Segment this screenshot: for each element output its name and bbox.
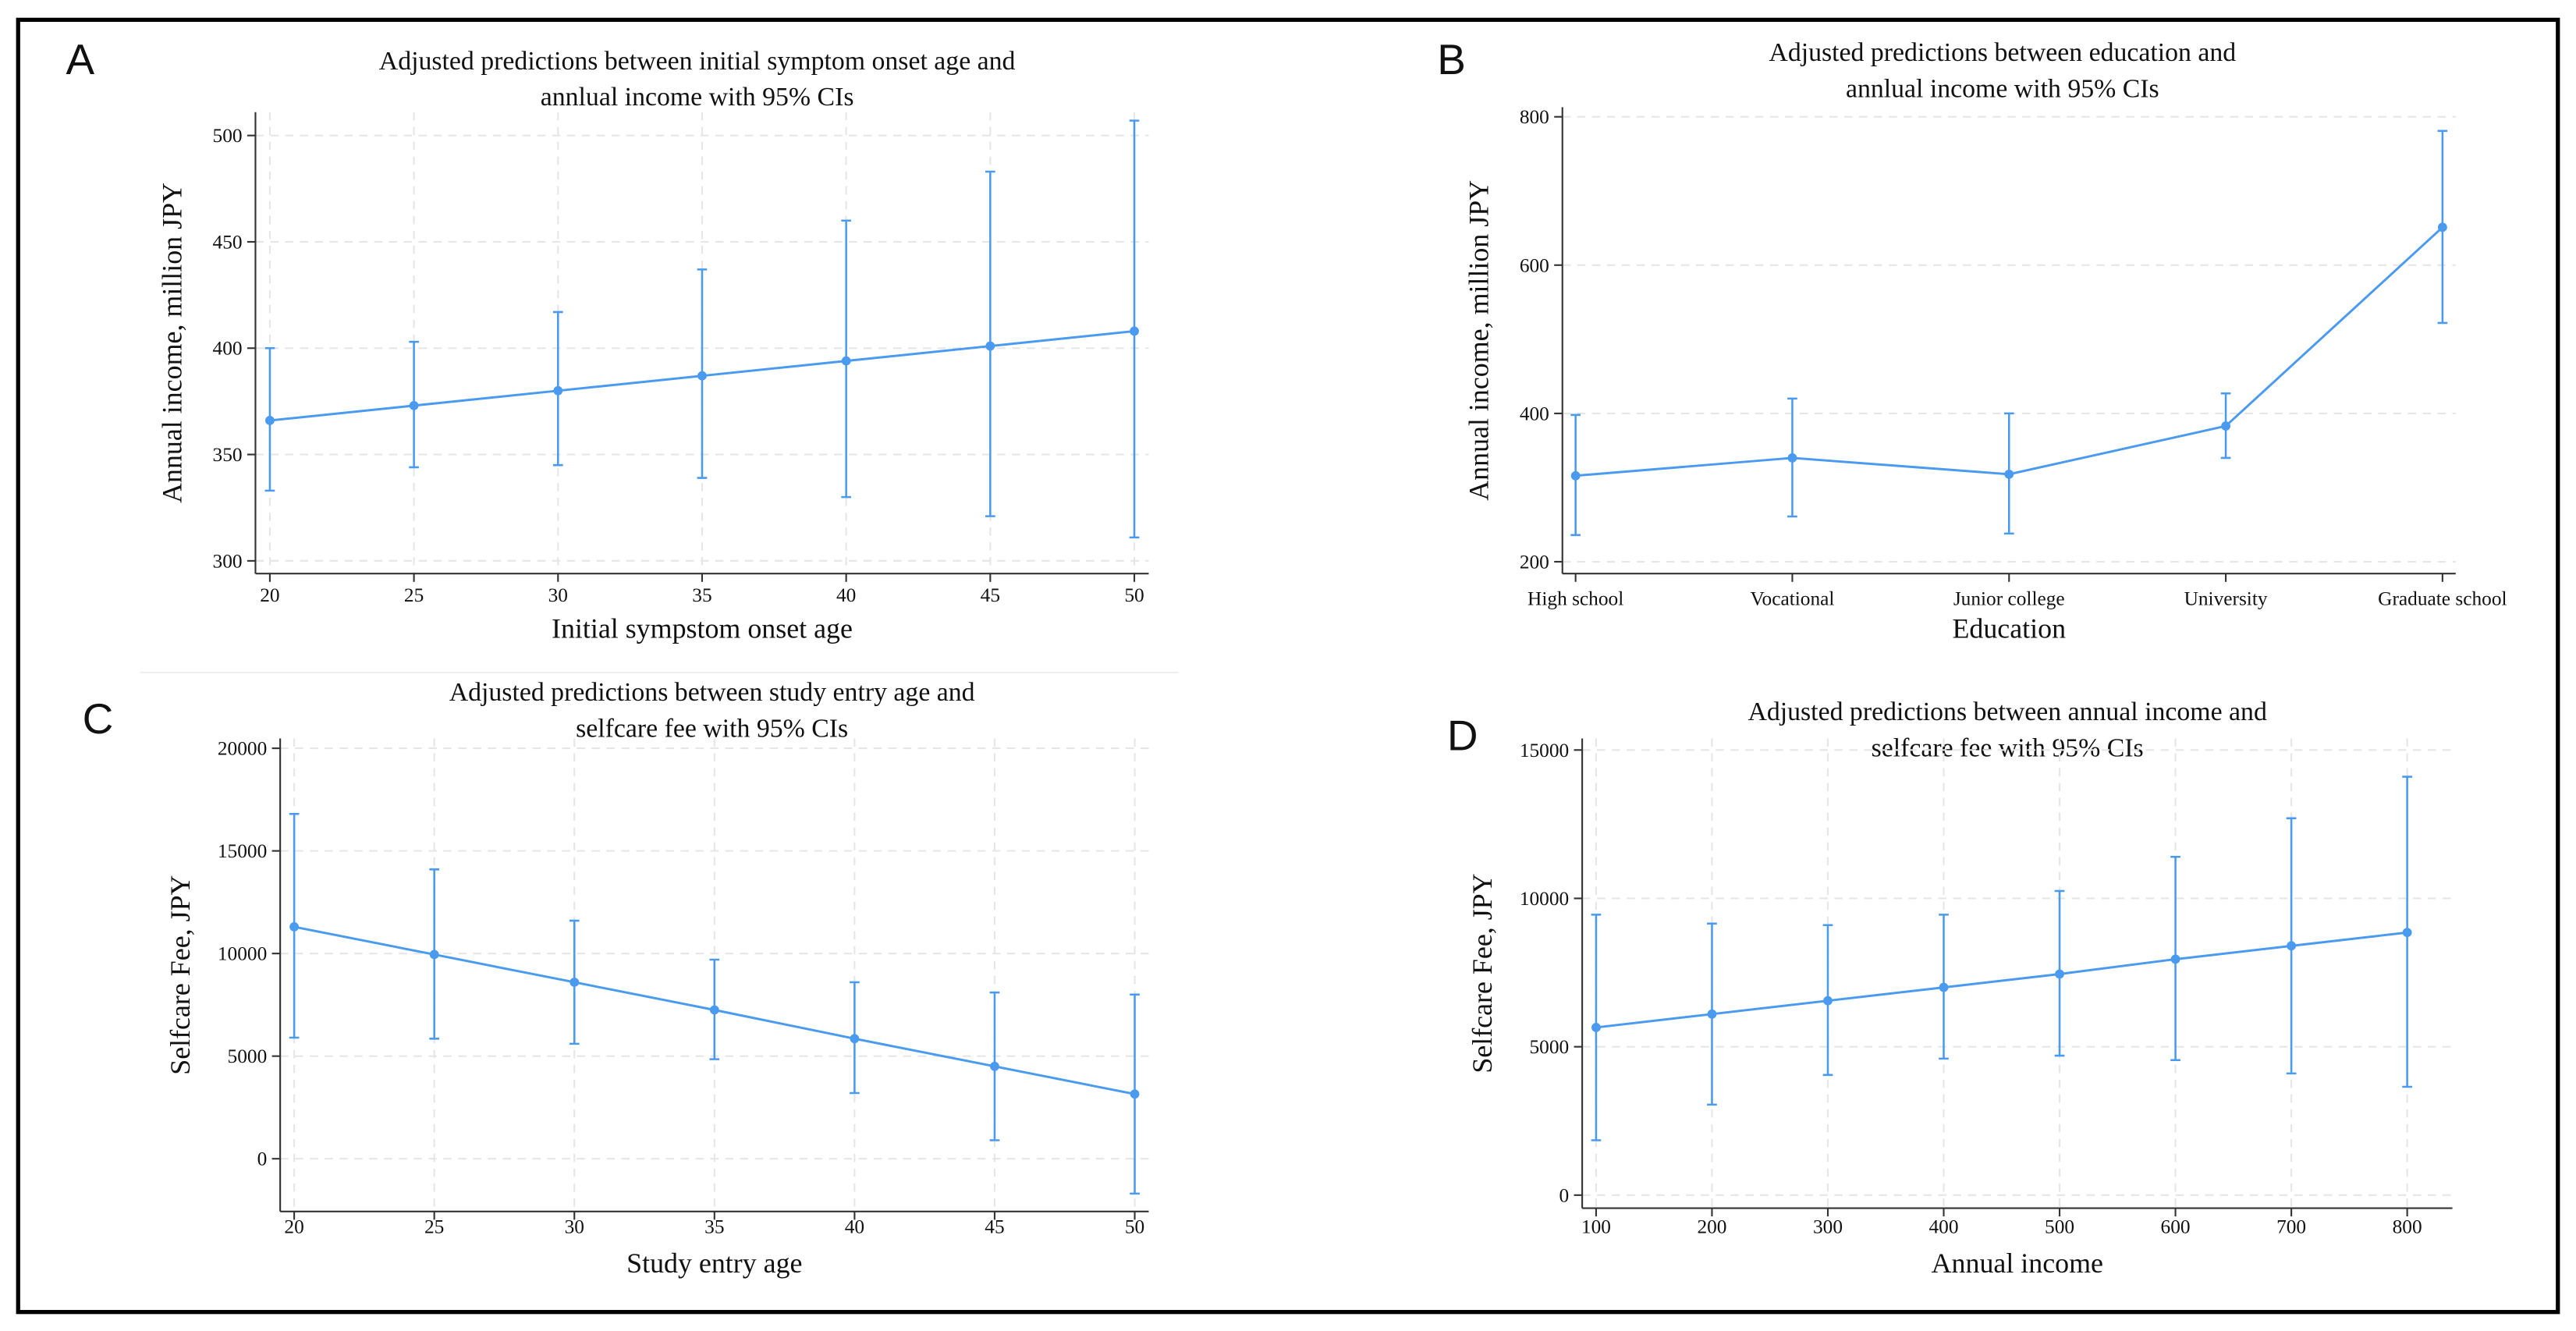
x-tick-label: 50 (1125, 1216, 1144, 1237)
point (2170, 954, 2180, 964)
x-tick-label: 20 (284, 1216, 303, 1237)
x-tick-label: 700 (2276, 1216, 2306, 1237)
point (2221, 421, 2230, 431)
x-tick-label: 200 (1697, 1216, 1726, 1237)
x-tick-label: 25 (424, 1216, 444, 1237)
point (1939, 982, 1949, 992)
point (1707, 1009, 1717, 1019)
point (1570, 470, 1581, 481)
chart-title: Adjusted predictions between initial sym… (379, 47, 1016, 76)
x-tick-label: Junior college (1953, 587, 2065, 609)
y-axis-label: Selfcare Fee, JPY (165, 875, 196, 1074)
x-tick-label: 35 (692, 584, 711, 606)
x-tick-label: 25 (404, 584, 424, 606)
y-tick-label: 15000 (1520, 740, 1569, 761)
x-tick-label: 35 (704, 1216, 724, 1237)
x-tick-label: 300 (1813, 1216, 1843, 1237)
y-tick-label: 600 (1520, 254, 1549, 276)
x-tick-label: 50 (1124, 584, 1144, 606)
panel-label: B (1437, 35, 1466, 83)
y-tick-label: 800 (1520, 106, 1549, 128)
y-tick-label: 400 (1520, 403, 1549, 424)
chart-title: Adjusted predictions between education a… (1769, 38, 2236, 67)
point (553, 385, 563, 396)
x-tick-label: Graduate school (2378, 587, 2507, 609)
chart-title: selfcare fee with 95% CIs (576, 714, 848, 743)
y-tick-label: 5000 (228, 1045, 268, 1067)
y-axis-label: Selfcare Fee, JPY (1467, 873, 1498, 1073)
point (850, 1034, 860, 1044)
x-tick-label: Vocational (1750, 587, 1834, 609)
point (2004, 469, 2014, 479)
y-tick-label: 0 (257, 1148, 268, 1170)
x-tick-label: 40 (845, 1216, 864, 1237)
x-axis-label: Education (1952, 613, 2066, 644)
outer-border (16, 17, 2560, 1315)
x-tick-label: 400 (1929, 1216, 1959, 1237)
x-tick-label: 40 (836, 584, 856, 606)
y-tick-label: 350 (213, 444, 243, 466)
y-tick-label: 5000 (1530, 1036, 1570, 1058)
y-tick-label: 0 (1559, 1184, 1570, 1206)
y-tick-label: 300 (213, 550, 243, 572)
panel-label: D (1447, 711, 1478, 759)
chart-title: annlual income with 95% CIs (1846, 75, 2159, 104)
y-tick-label: 20000 (218, 738, 267, 760)
point (985, 341, 995, 351)
x-tick-label: 500 (2045, 1216, 2074, 1237)
y-tick-label: 15000 (218, 840, 267, 862)
y-tick-label: 500 (213, 125, 243, 147)
chart-title: annlual income with 95% CIs (541, 83, 854, 112)
point (1130, 326, 1139, 336)
x-tick-label: High school (1528, 587, 1623, 609)
y-tick-label: 400 (213, 338, 243, 360)
chart-title: Adjusted predictions between study entry… (449, 678, 975, 707)
point (2402, 928, 2412, 938)
x-axis-label: Initial sympstom onset age (552, 613, 853, 644)
point (1591, 1023, 1601, 1032)
point (409, 400, 419, 410)
x-tick-label: 45 (981, 584, 1000, 606)
panel-label: C (83, 694, 114, 743)
chart-title: Adjusted predictions between annual inco… (1747, 697, 2267, 726)
x-tick-label: 30 (548, 584, 568, 606)
point (569, 978, 580, 987)
point (2437, 222, 2447, 232)
y-tick-label: 10000 (218, 943, 267, 965)
x-tick-label: 20 (260, 584, 279, 606)
y-axis-label: Annual income, million JPY (1464, 180, 1495, 501)
x-tick-label: 45 (985, 1216, 1004, 1237)
panel-label: A (66, 35, 95, 83)
x-tick-label: University (2184, 587, 2268, 609)
point (990, 1061, 999, 1071)
x-tick-label: 600 (2161, 1216, 2191, 1237)
point (709, 1005, 719, 1015)
x-axis-label: Annual income (1932, 1248, 2103, 1279)
y-tick-label: 200 (1520, 551, 1549, 573)
y-tick-label: 10000 (1520, 888, 1569, 910)
point (2287, 941, 2297, 951)
point (841, 356, 851, 366)
y-axis-label: Annual income, million JPY (156, 183, 187, 503)
chart-title: selfcare fee with 95% CIs (1872, 734, 2144, 763)
point (429, 949, 439, 960)
line (1595, 931, 2407, 1029)
x-tick-label: 800 (2393, 1216, 2422, 1237)
y-tick-label: 450 (213, 231, 243, 253)
point (265, 416, 275, 425)
x-tick-label: 30 (565, 1216, 584, 1237)
point (2055, 969, 2064, 979)
x-tick-label: 100 (1581, 1216, 1611, 1237)
point (289, 922, 300, 932)
point (1130, 1089, 1140, 1099)
point (1787, 453, 1797, 463)
point (1823, 996, 1833, 1006)
point (697, 371, 707, 381)
x-axis-label: Study entry age (626, 1248, 802, 1279)
